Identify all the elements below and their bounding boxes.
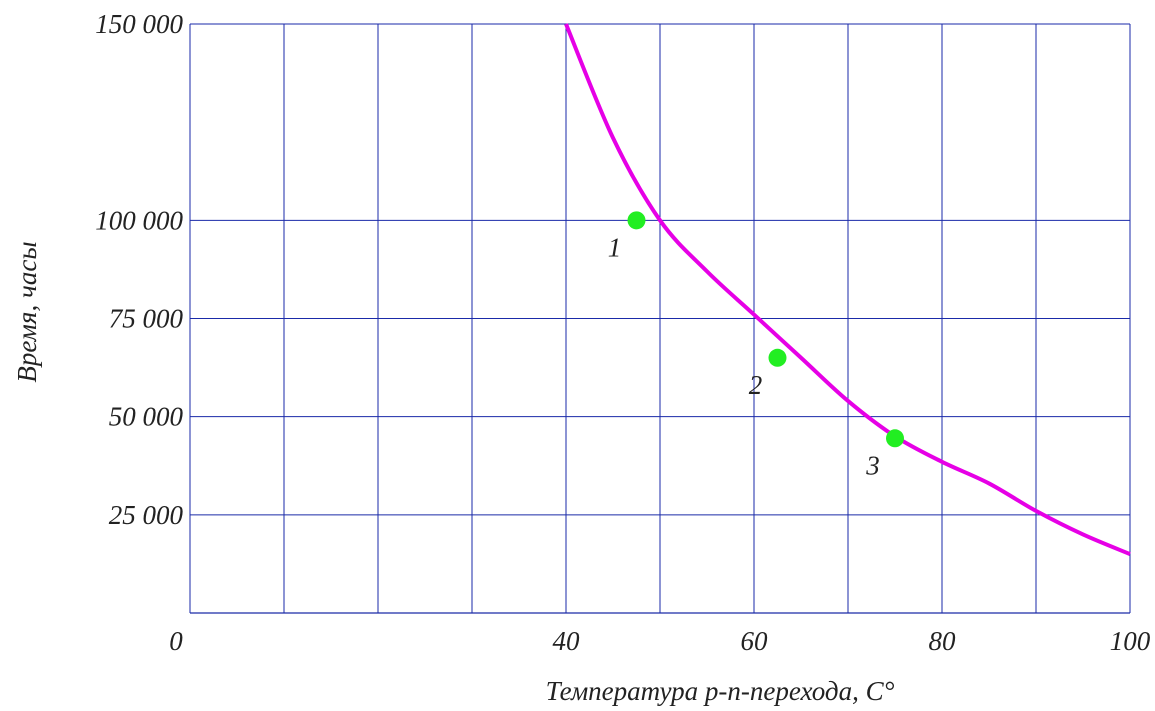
y-tick-label: 50 000 xyxy=(109,402,184,432)
y-tick-label: 150 000 xyxy=(95,9,183,39)
x-tick-label: 40 xyxy=(553,626,581,656)
y-axis-title: Время, часы xyxy=(12,241,42,382)
y-tick-label: 75 000 xyxy=(109,304,184,334)
x-tick-label: 0 xyxy=(169,626,183,656)
curve-group xyxy=(564,23,1131,556)
series-line xyxy=(564,23,1131,556)
x-tick-label: 100 xyxy=(1110,626,1151,656)
tick-labels: 0 40 60 80 100 25 000 50 000 75 000 100 000 150 0… xyxy=(95,9,1151,656)
point-label: 2 xyxy=(749,370,763,400)
x-tick-label: 80 xyxy=(929,626,957,656)
points-group: 1 2 3 xyxy=(608,211,904,480)
data-point xyxy=(886,429,904,448)
y-tick-label: 100 000 xyxy=(95,205,183,235)
grid xyxy=(189,23,1131,614)
x-tick-label: 60 xyxy=(741,626,769,656)
data-point xyxy=(768,348,787,367)
y-tick-label: 25 000 xyxy=(109,500,184,530)
point-label: 3 xyxy=(865,450,880,480)
point-label: 1 xyxy=(608,232,622,262)
x-axis-title: Температура p-n-перехода, C° xyxy=(546,676,895,706)
data-point xyxy=(627,211,646,230)
